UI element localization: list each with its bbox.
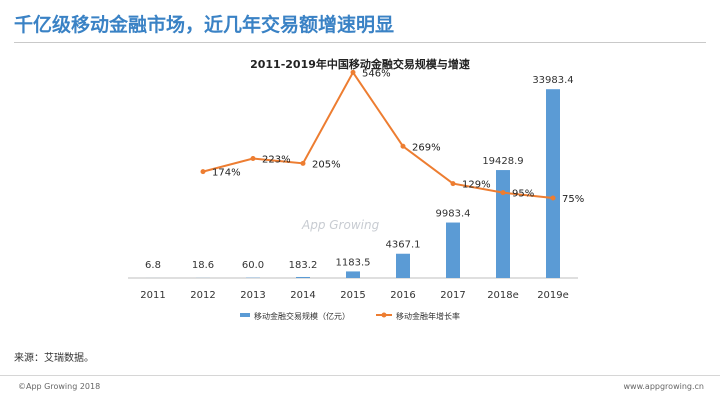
x-tick-label: 2013: [240, 290, 265, 301]
growth-rate-point: [200, 169, 206, 175]
chart-title: 2011-2019年中国移动金融交易规模与增速: [250, 57, 470, 71]
x-tick-label: 2012: [190, 290, 215, 301]
bar-value-label: 9983.4: [436, 209, 471, 220]
page-title: 千亿级移动金融市场，近几年交易额增速明显: [14, 14, 395, 36]
x-tick-label: 2018e: [487, 290, 519, 301]
footer-copyright: ©App Growing 2018: [18, 382, 101, 391]
growth-rate-point: [550, 195, 556, 201]
x-tick-label: 2011: [140, 290, 165, 301]
bar-value-label: 18.6: [192, 260, 214, 271]
bar-value-label: 6.8: [145, 260, 161, 271]
x-tick-label: 2016: [390, 290, 415, 301]
legend-bar-label: 移动金融交易规模（亿元）: [254, 311, 350, 321]
growth-rate-label: 546%: [362, 68, 391, 79]
legend-line-label: 移动金融年增长率: [396, 311, 460, 321]
growth-rate-label: 75%: [562, 194, 584, 205]
watermark-logo: App Growing: [302, 218, 380, 232]
growth-rate-point: [450, 181, 456, 187]
x-tick-label: 2019e: [537, 290, 569, 301]
growth-rate-point: [350, 69, 356, 75]
source-note: 来源：艾瑞数据。: [14, 353, 94, 364]
growth-rate-label: 129%: [462, 180, 491, 191]
growth-rate-point: [250, 156, 256, 162]
bar-2019e: [546, 89, 560, 278]
footer-website: www.appgrowing.cn: [623, 382, 704, 391]
bar-value-label: 60.0: [242, 260, 264, 271]
bar-value-label: 4367.1: [386, 240, 421, 251]
growth-rate-label: 223%: [262, 155, 291, 166]
x-tick-label: 2014: [290, 290, 315, 301]
header-divider: [14, 42, 706, 43]
bar-value-label: 183.2: [289, 260, 318, 271]
growth-rate-label: 269%: [412, 142, 441, 153]
footer-divider: [0, 375, 720, 376]
legend-bar-swatch: [240, 313, 250, 317]
growth-rate-label: 174%: [212, 168, 241, 179]
bar-2017: [446, 222, 460, 278]
bar-value-label: 19428.9: [482, 156, 523, 167]
growth-rate-point: [400, 143, 406, 149]
bar-2018e: [496, 170, 510, 278]
x-tick-label: 2015: [340, 290, 365, 301]
bar-2015: [346, 271, 360, 278]
x-tick-label: 2017: [440, 290, 465, 301]
growth-rate-point: [300, 160, 306, 166]
growth-rate-line: [202, 70, 554, 199]
legend: 移动金融交易规模（亿元） 移动金融年增长率: [240, 311, 460, 321]
growth-rate-point: [500, 190, 506, 196]
bar-2014: [296, 276, 310, 278]
bar-value-label: 1183.5: [336, 257, 371, 268]
legend-line-marker: [381, 312, 387, 318]
bar-value-label: 33983.4: [532, 75, 573, 86]
bar-2016: [396, 253, 410, 278]
growth-rate-label: 205%: [312, 159, 341, 170]
growth-rate-label: 95%: [512, 189, 534, 200]
